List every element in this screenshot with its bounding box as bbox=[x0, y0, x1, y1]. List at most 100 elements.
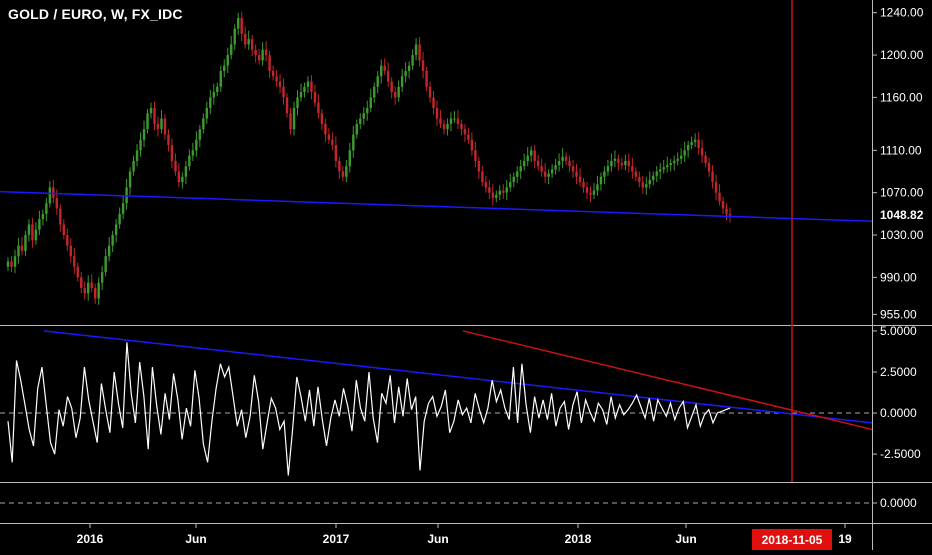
candle-body bbox=[414, 44, 418, 56]
candle-body bbox=[554, 165, 557, 170]
candle-body bbox=[491, 192, 495, 198]
candle-body bbox=[205, 107, 209, 119]
candle-body bbox=[271, 70, 275, 77]
candle-body bbox=[393, 92, 397, 98]
candle-body bbox=[341, 171, 345, 177]
candle-body bbox=[540, 166, 543, 172]
candle-body bbox=[285, 97, 289, 114]
candle-body bbox=[655, 171, 658, 176]
time-tick-label: 19 bbox=[838, 532, 852, 546]
candle-body bbox=[202, 118, 205, 130]
time-tick-label: Jun bbox=[427, 532, 448, 546]
candle-body bbox=[198, 129, 202, 140]
candle-body bbox=[711, 171, 714, 183]
candle-body bbox=[299, 92, 303, 98]
candle-body bbox=[13, 256, 17, 267]
candle-body bbox=[435, 107, 439, 119]
candle-body bbox=[118, 213, 121, 225]
time-tick-label: 2016 bbox=[77, 532, 104, 546]
candle-body bbox=[606, 166, 610, 172]
candle-body bbox=[306, 81, 310, 87]
candle-body bbox=[379, 65, 383, 77]
candle-body bbox=[34, 229, 38, 241]
candle-body bbox=[195, 139, 198, 151]
candle-body bbox=[310, 81, 313, 93]
osc-tick-label: 0.0000 bbox=[880, 406, 917, 420]
candle-body bbox=[38, 219, 41, 230]
candle-body bbox=[174, 160, 177, 172]
candle-body bbox=[390, 81, 393, 93]
candle-body bbox=[313, 92, 317, 103]
candle-body bbox=[366, 107, 369, 114]
price-tick-label: 1200.00 bbox=[880, 48, 924, 62]
candle-body bbox=[425, 70, 428, 87]
date-marker-label: 2018-11-05 bbox=[762, 533, 823, 547]
candle-body bbox=[153, 107, 156, 124]
candle-body bbox=[292, 107, 296, 130]
candle-body bbox=[568, 160, 571, 167]
osc-tick-label: 2.5000 bbox=[880, 365, 917, 379]
candle-body bbox=[512, 176, 515, 183]
candle-body bbox=[428, 86, 432, 98]
candle-body bbox=[718, 192, 721, 202]
candle-body bbox=[488, 187, 491, 193]
candle-body bbox=[665, 165, 669, 168]
candle-body bbox=[17, 245, 20, 257]
candle-body bbox=[669, 163, 672, 166]
candle-body bbox=[362, 113, 365, 119]
candle-body bbox=[516, 171, 519, 177]
candle-body bbox=[526, 155, 529, 161]
candle-body bbox=[536, 160, 540, 167]
candle-body bbox=[495, 194, 498, 198]
candle-body bbox=[648, 179, 651, 185]
candle-body bbox=[289, 113, 292, 130]
candle-body bbox=[31, 224, 34, 241]
time-tick-label: Jun bbox=[675, 532, 696, 546]
candle-body bbox=[348, 150, 352, 167]
candle-body bbox=[41, 213, 45, 220]
candle-body bbox=[10, 261, 13, 267]
candle-body bbox=[704, 155, 707, 164]
candle-body bbox=[400, 76, 404, 87]
candle-body bbox=[589, 192, 592, 195]
candle-body bbox=[338, 160, 341, 172]
candle-body bbox=[411, 55, 414, 66]
candle-body bbox=[80, 277, 83, 288]
price-tick-label: 1070.00 bbox=[880, 186, 924, 200]
candle-body bbox=[230, 44, 233, 56]
candle-body bbox=[477, 160, 481, 172]
candle-body bbox=[620, 163, 624, 166]
price-tick-label: 955.00 bbox=[880, 307, 917, 321]
osc-tick-label: 5.0000 bbox=[880, 324, 917, 338]
candle-body bbox=[359, 118, 362, 124]
candle-body bbox=[20, 245, 24, 251]
candle-body bbox=[114, 224, 118, 236]
candle-body bbox=[212, 92, 216, 98]
candle-body bbox=[177, 171, 181, 183]
candle-body bbox=[463, 129, 467, 135]
last-price-label: 1048.82 bbox=[880, 208, 924, 222]
candle-body bbox=[659, 169, 662, 172]
candle-body bbox=[76, 266, 79, 278]
candle-body bbox=[634, 171, 638, 177]
price-trendline bbox=[0, 190, 873, 223]
candle-body bbox=[550, 169, 554, 174]
candle-body bbox=[700, 148, 704, 156]
time-tick-label: 2017 bbox=[323, 532, 350, 546]
candle-body bbox=[386, 70, 390, 82]
candle-body bbox=[219, 70, 222, 87]
candle-body bbox=[264, 49, 268, 56]
candle-body bbox=[93, 287, 97, 299]
candle-body bbox=[442, 123, 446, 130]
candle-body bbox=[679, 155, 683, 159]
candle-body bbox=[519, 166, 522, 172]
time-tick-label: 2018 bbox=[565, 532, 592, 546]
candle-body bbox=[254, 49, 257, 56]
candle-body bbox=[107, 245, 111, 257]
candle-body bbox=[728, 213, 732, 216]
candle-body bbox=[725, 208, 728, 214]
candle-body bbox=[275, 76, 278, 82]
price-tick-label: 990.00 bbox=[880, 270, 917, 284]
